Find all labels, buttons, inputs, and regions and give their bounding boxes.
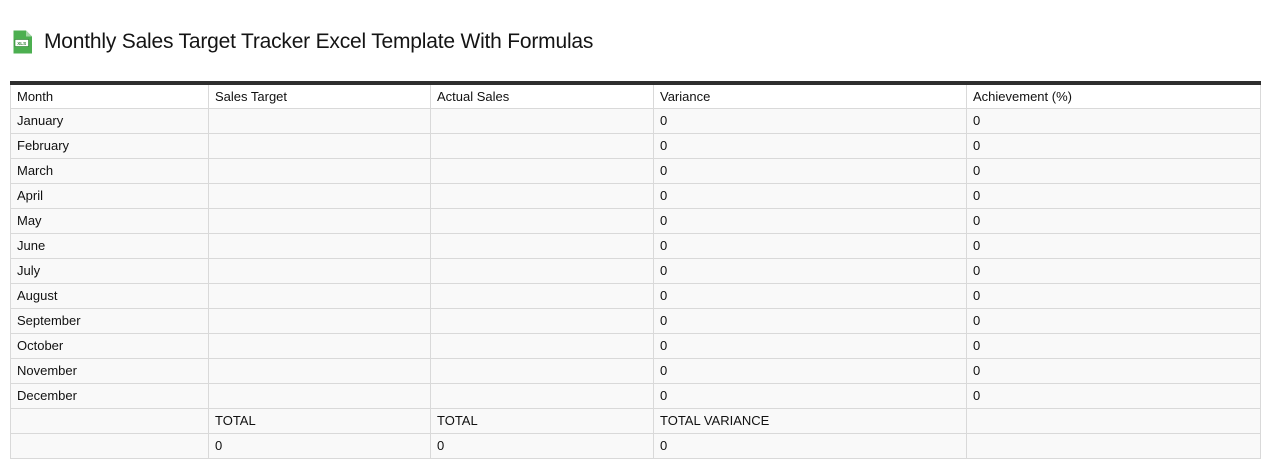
table-row-total-values: 0 0 0 [10, 432, 1261, 459]
cell-achievement: 0 [966, 382, 1261, 409]
cell-variance: 0 [653, 332, 967, 359]
cell-actual-sales [430, 332, 654, 359]
cell-variance: 0 [653, 207, 967, 234]
cell-variance: 0 [653, 357, 967, 384]
cell-sales-target [208, 207, 431, 234]
table-row-july: July 0 0 [10, 257, 1261, 284]
cell-month: October [10, 332, 209, 359]
cell-actual-sales [430, 107, 654, 134]
column-header-achievement: Achievement (%) [966, 82, 1261, 109]
cell-variance: 0 [653, 382, 967, 409]
cell-variance: 0 [653, 282, 967, 309]
cell-month: July [10, 257, 209, 284]
xls-file-icon: XLS [12, 30, 33, 54]
cell-achievement: 0 [966, 207, 1261, 234]
cell-month: September [10, 307, 209, 334]
cell-variance: 0 [653, 182, 967, 209]
cell-achievement: 0 [966, 132, 1261, 159]
cell-total-label-sales-target: TOTAL [208, 407, 431, 434]
table-row-june: June 0 0 [10, 232, 1261, 259]
table-row-november: November 0 0 [10, 357, 1261, 384]
cell-variance: 0 [653, 307, 967, 334]
cell-total-actual-sales: 0 [430, 432, 654, 459]
cell-total-label-actual-sales: TOTAL [430, 407, 654, 434]
cell-actual-sales [430, 357, 654, 384]
table-row-april: April 0 0 [10, 182, 1261, 209]
cell-achievement [966, 407, 1261, 434]
cell-month: June [10, 232, 209, 259]
cell-actual-sales [430, 307, 654, 334]
cell-month: August [10, 282, 209, 309]
table-row-october: October 0 0 [10, 332, 1261, 359]
table-row-total-labels: TOTAL TOTAL TOTAL VARIANCE [10, 407, 1261, 434]
table-row-january: January 0 0 [10, 107, 1261, 134]
cell-achievement: 0 [966, 182, 1261, 209]
cell-sales-target [208, 132, 431, 159]
header-row: Month Sales Target Actual Sales Variance… [10, 82, 1261, 109]
cell-actual-sales [430, 232, 654, 259]
cell-total-label-variance: TOTAL VARIANCE [653, 407, 967, 434]
cell-actual-sales [430, 182, 654, 209]
cell-month [10, 432, 209, 459]
sales-tracker-table: Month Sales Target Actual Sales Variance… [10, 81, 1261, 459]
cell-month: February [10, 132, 209, 159]
table-row-may: May 0 0 [10, 207, 1261, 234]
table-row-december: December 0 0 [10, 382, 1261, 409]
table-row-august: August 0 0 [10, 282, 1261, 309]
cell-sales-target [208, 332, 431, 359]
cell-achievement: 0 [966, 307, 1261, 334]
cell-actual-sales [430, 132, 654, 159]
cell-sales-target [208, 307, 431, 334]
column-header-variance: Variance [653, 82, 967, 109]
cell-month [10, 407, 209, 434]
cell-month: November [10, 357, 209, 384]
cell-total-variance: 0 [653, 432, 967, 459]
cell-achievement: 0 [966, 107, 1261, 134]
cell-achievement: 0 [966, 157, 1261, 184]
cell-actual-sales [430, 207, 654, 234]
cell-actual-sales [430, 257, 654, 284]
cell-variance: 0 [653, 232, 967, 259]
table-row-march: March 0 0 [10, 157, 1261, 184]
cell-sales-target [208, 107, 431, 134]
cell-sales-target [208, 282, 431, 309]
xls-icon-label: XLS [17, 41, 26, 46]
table-row-february: February 0 0 [10, 132, 1261, 159]
title-bar: XLS Monthly Sales Target Tracker Excel T… [12, 30, 593, 54]
page-title: Monthly Sales Target Tracker Excel Templ… [44, 30, 594, 53]
cell-achievement: 0 [966, 357, 1261, 384]
cell-actual-sales [430, 382, 654, 409]
cell-actual-sales [430, 157, 654, 184]
cell-achievement: 0 [966, 332, 1261, 359]
cell-sales-target [208, 257, 431, 284]
cell-variance: 0 [653, 157, 967, 184]
cell-sales-target [208, 382, 431, 409]
cell-actual-sales [430, 282, 654, 309]
cell-month: January [10, 107, 209, 134]
table-row-september: September 0 0 [10, 307, 1261, 334]
cell-month: April [10, 182, 209, 209]
cell-variance: 0 [653, 257, 967, 284]
cell-month: December [10, 382, 209, 409]
cell-achievement [966, 432, 1261, 459]
cell-achievement: 0 [966, 257, 1261, 284]
cell-achievement: 0 [966, 282, 1261, 309]
column-header-sales-target: Sales Target [208, 82, 431, 109]
cell-variance: 0 [653, 132, 967, 159]
cell-achievement: 0 [966, 232, 1261, 259]
cell-sales-target [208, 357, 431, 384]
column-header-actual-sales: Actual Sales [430, 82, 654, 109]
column-header-month: Month [10, 82, 209, 109]
cell-month: May [10, 207, 209, 234]
cell-sales-target [208, 182, 431, 209]
table-container: Month Sales Target Actual Sales Variance… [10, 81, 1261, 459]
cell-sales-target [208, 157, 431, 184]
cell-variance: 0 [653, 107, 967, 134]
cell-sales-target [208, 232, 431, 259]
cell-month: March [10, 157, 209, 184]
cell-total-sales-target: 0 [208, 432, 431, 459]
